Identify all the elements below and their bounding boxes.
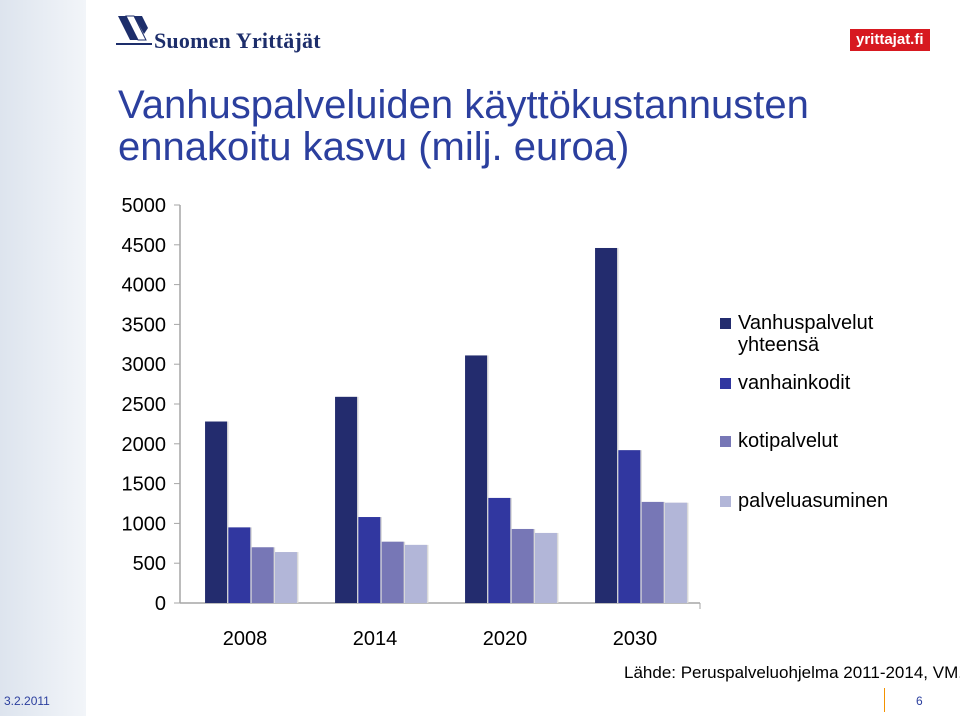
y-tick-label-6: 2000: [122, 434, 167, 456]
page-number: 6: [916, 694, 923, 708]
bar-2014-vanhainkodit: [358, 517, 381, 603]
x-tick-label-2008: 2008: [223, 628, 268, 650]
y-tick-label-1: 4500: [122, 235, 167, 257]
bar-2020-kotipalvelut: [511, 528, 534, 603]
slide-title-line-2: ennakoitu kasvu (milj. euroa): [118, 125, 630, 169]
slide-title-line-1: Vanhuspalveluiden käyttökustannusten: [118, 83, 809, 127]
legend-label-3: palveluasuminen: [738, 490, 889, 512]
legend-label-1: vanhainkodit: [738, 372, 851, 394]
x-tick-label-2030: 2030: [613, 628, 658, 650]
header-band: [86, 0, 960, 66]
bar-2008-vanhainkodit: [228, 527, 251, 603]
legend-label-0: Vanhuspalvelut yhteensä: [738, 312, 874, 356]
bar-2008-kotipalvelut: [251, 547, 274, 603]
bar-2014-vanhuspalvelut-yhteensä: [335, 396, 358, 603]
y-tick-label-0: 5000: [122, 195, 167, 217]
bar-2020-vanhainkodit: [488, 497, 511, 603]
footer-divider: [884, 688, 885, 712]
bar-2020-palveluasuminen: [534, 532, 557, 603]
bar-2014-palveluasuminen: [404, 544, 427, 603]
legend-swatch-2: [720, 436, 731, 447]
y-tick-label-8: 1000: [122, 513, 167, 535]
logo-text: Suomen Yrittäjät: [154, 28, 321, 53]
source-note: Lähde: Peruspalveluohjelma 2011-2014, VM…: [624, 663, 960, 682]
y-tick-label-4: 3000: [122, 354, 167, 376]
left-decoration-strip: [0, 0, 86, 716]
slide-date: 3.2.2011: [4, 694, 50, 708]
y-tick-label-5: 2500: [122, 394, 167, 416]
y-tick-label-10: 0: [155, 593, 166, 615]
x-tick-label-2014: 2014: [353, 628, 398, 650]
y-tick-label-9: 500: [133, 553, 166, 575]
bar-2014-kotipalvelut: [381, 541, 404, 603]
legend-swatch-3: [720, 496, 731, 507]
legend-label-2: kotipalvelut: [738, 430, 839, 452]
slide-title: Vanhuspalveluiden käyttökustannusten enn…: [118, 84, 918, 168]
y-tick-label-7: 1500: [122, 474, 167, 496]
bar-2030-vanhuspalvelut-yhteensä: [595, 247, 618, 603]
bar-2030-vanhainkodit: [618, 450, 641, 603]
suomen-yrittajat-logo: Suomen Yrittäjät: [116, 14, 321, 54]
bar-2030-kotipalvelut: [641, 501, 664, 603]
bar-2030-palveluasuminen: [664, 502, 687, 603]
bar-2008-vanhuspalvelut-yhteensä: [205, 421, 228, 603]
legend-swatch-0: [720, 318, 731, 329]
yrittajat-fi-badge[interactable]: yrittajat.fi: [850, 29, 930, 51]
y-tick-label-3: 3500: [122, 314, 167, 336]
legend-swatch-1: [720, 378, 731, 389]
x-tick-label-2020: 2020: [483, 628, 528, 650]
bar-2020-vanhuspalvelut-yhteensä: [465, 355, 488, 603]
y-tick-label-2: 4000: [122, 275, 167, 297]
logo-stripes-icon: [116, 15, 152, 45]
bar-2008-palveluasuminen: [274, 552, 297, 603]
